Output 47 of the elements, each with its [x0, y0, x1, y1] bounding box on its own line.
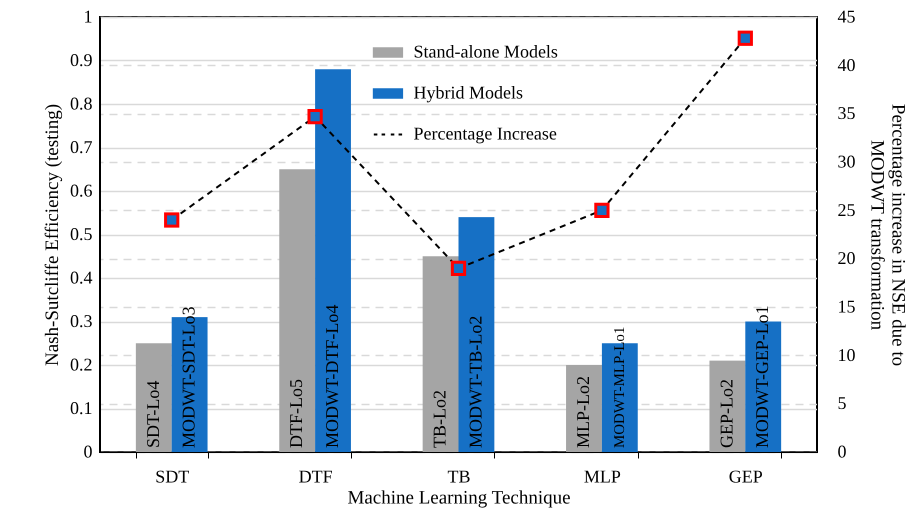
- bar: [279, 169, 316, 452]
- y-tick-label: 1: [84, 6, 92, 26]
- x-tick-label: GEP: [728, 466, 763, 486]
- x-tick-label: MLP: [584, 466, 621, 486]
- bar: [136, 343, 172, 452]
- y-tick-label: 0.4: [70, 268, 92, 288]
- data-label: GEP-Lo2: [716, 379, 736, 448]
- x-tick-label: SDT: [155, 466, 190, 486]
- bar: [709, 360, 746, 452]
- y-axis-title: Nash-Sutcliffe Efficiency (testing): [42, 104, 63, 366]
- y-tick-label: 0.2: [70, 354, 92, 374]
- data-label: MLP-Lo2: [572, 376, 593, 448]
- bar: [566, 365, 602, 452]
- legend-label: Percentage Increase: [413, 124, 557, 144]
- data-label: DTF-Lo5: [286, 379, 306, 448]
- bar: [422, 256, 458, 452]
- y2-tick-label: 45: [838, 6, 856, 26]
- data-label: MODWT-SDT-Lo3: [178, 306, 199, 448]
- legend-label: Hybrid Models: [413, 82, 523, 102]
- y-tick-label: 0.6: [70, 180, 92, 200]
- y2-tick-label: 10: [838, 344, 856, 365]
- y2-tick-label: 20: [838, 248, 856, 268]
- y2-tick-label: 30: [838, 152, 856, 172]
- data-label: MODWT-GEP-Lo1: [752, 305, 772, 448]
- x-tick-label: DTF: [298, 466, 333, 486]
- legend-label: Stand-alone Models: [413, 42, 558, 62]
- y2-tick-label: 40: [838, 54, 856, 75]
- y2-tick-label: 5: [838, 393, 846, 414]
- x-axis-title: Machine Learning Technique: [347, 488, 571, 508]
- y-tick-label: 0.9: [70, 50, 92, 70]
- data-label: MODWT-TB-Lo2: [465, 316, 486, 448]
- y2-tick-label: 25: [838, 200, 856, 220]
- y2-axis-title: Percentage increase in NSE due to MODWT transformation: [866, 104, 908, 366]
- y2-tick-label: 0: [838, 442, 846, 462]
- y-tick-label: 0.1: [70, 398, 92, 418]
- y-tick-label: 0.8: [70, 94, 92, 114]
- y-tick-label: 0: [84, 442, 92, 462]
- y-tick-label: 0.3: [70, 311, 92, 331]
- data-label: SDT-Lo4: [142, 380, 163, 448]
- data-label: TB-Lo2: [430, 390, 450, 448]
- y2-tick-label: 35: [838, 103, 856, 124]
- data-label: MODWT-MLP-Lo1: [612, 326, 628, 448]
- x-tick-label: TB: [447, 466, 471, 486]
- data-label: MODWT-DTF-Lo4: [322, 304, 342, 448]
- y-tick-label: 0.7: [70, 137, 92, 157]
- y-tick-label: 0.5: [70, 224, 92, 244]
- y2-tick-label: 15: [838, 296, 856, 316]
